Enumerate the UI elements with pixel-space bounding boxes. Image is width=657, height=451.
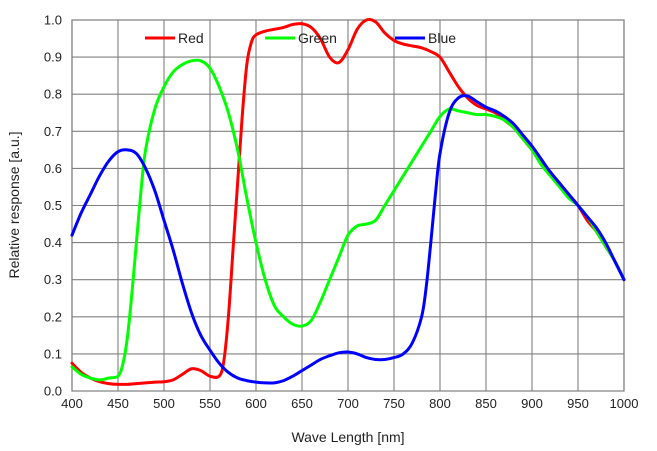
x-tick-label: 750: [383, 396, 405, 411]
x-tick-label: 900: [521, 396, 543, 411]
y-tick-label: 0.3: [44, 272, 62, 287]
y-tick-label: 0.7: [44, 124, 62, 139]
y-tick-label: 1.0: [44, 13, 62, 28]
legend-label-red: Red: [178, 30, 204, 46]
grid: [71, 19, 625, 392]
tick-labels: 400 450 500 550 600 650 700 750 800 850 900 950 1000…: [44, 13, 639, 412]
x-tick-label: 650: [291, 396, 313, 411]
y-tick-label: 0.0: [44, 384, 62, 399]
series-line-blue: [70, 94, 626, 385]
series-line-green: [70, 58, 626, 382]
series-lines: [70, 17, 626, 386]
y-tick-label: 0.1: [44, 346, 62, 361]
legend-label-green: Green: [298, 30, 337, 46]
x-tick-label: 700: [337, 396, 359, 411]
x-tick-label: 800: [429, 396, 451, 411]
y-tick-label: 0.9: [44, 50, 62, 65]
y-tick-label: 0.4: [44, 235, 62, 250]
legend: Red Green Blue: [145, 30, 456, 46]
x-tick-label: 400: [61, 396, 83, 411]
y-tick-label: 0.6: [44, 161, 62, 176]
x-tick-label: 600: [245, 396, 267, 411]
x-tick-label: 550: [199, 396, 221, 411]
legend-label-blue: Blue: [428, 30, 456, 46]
y-tick-label: 0.8: [44, 87, 62, 102]
x-tick-label: 950: [567, 396, 589, 411]
plot-border: [71, 19, 625, 392]
x-tick-label: 500: [153, 396, 175, 411]
x-tick-label: 450: [107, 396, 129, 411]
x-axis-title: Wave Length [nm]: [291, 429, 404, 445]
y-tick-label: 0.2: [44, 309, 62, 324]
y-tick-label: 0.5: [44, 198, 62, 213]
x-tick-label: 1000: [610, 396, 639, 411]
y-axis-title: Relative response [a.u.]: [6, 131, 22, 278]
x-tick-label: 850: [475, 396, 497, 411]
